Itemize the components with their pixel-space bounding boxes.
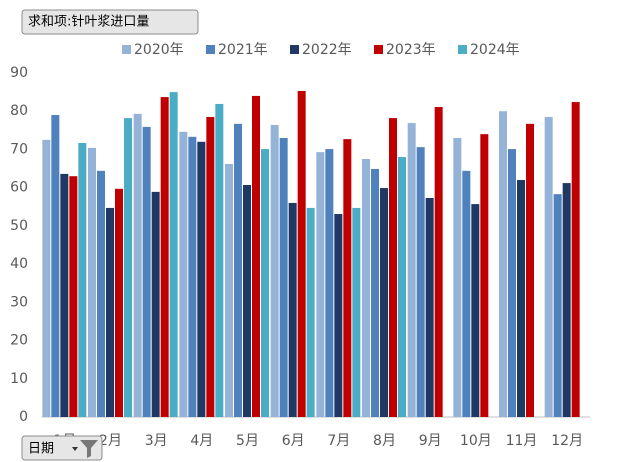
bar <box>316 152 325 417</box>
y-tick-label: 90 <box>10 65 28 81</box>
x-tick-label: 5月 <box>236 433 259 449</box>
bar <box>398 157 406 418</box>
legend-label: 2024年 <box>470 42 520 58</box>
y-tick-label: 20 <box>10 333 28 349</box>
bar <box>261 149 269 417</box>
y-tick-label: 0 <box>19 409 28 425</box>
filter-icon <box>80 440 98 458</box>
y-tick-label: 60 <box>10 180 28 196</box>
bar <box>179 131 188 417</box>
bar <box>60 173 69 417</box>
bar <box>124 118 132 417</box>
value-field-label: 求和项:针叶浆进口量 <box>28 15 149 30</box>
bar <box>288 202 297 417</box>
bar <box>416 147 425 417</box>
bar <box>544 116 553 417</box>
bar <box>234 123 242 417</box>
bar <box>106 207 114 417</box>
bar <box>78 142 87 418</box>
bar <box>553 194 562 417</box>
bar <box>562 183 571 417</box>
x-tick-label: 3月 <box>145 433 168 449</box>
bar <box>69 176 78 417</box>
bar <box>380 188 388 417</box>
y-tick-label: 50 <box>10 218 28 234</box>
x-tick-label: 12月 <box>551 433 583 449</box>
bar <box>471 204 480 417</box>
bar <box>88 147 96 417</box>
legend-label: 2021年 <box>218 42 268 58</box>
x-tick-label: 10月 <box>460 433 492 449</box>
legend-label: 2020年 <box>134 42 184 58</box>
bar <box>142 126 151 417</box>
x-tick-label: 8月 <box>373 433 396 449</box>
y-tick-label: 10 <box>10 371 28 387</box>
bar <box>42 139 51 417</box>
bar <box>206 116 215 417</box>
bar <box>334 214 343 417</box>
x-tick-label: 9月 <box>419 433 442 449</box>
x-tick-label: 2月 <box>99 433 122 449</box>
bar <box>225 163 233 417</box>
bar <box>571 102 580 417</box>
value-field-button[interactable] <box>21 9 199 35</box>
y-tick-label: 80 <box>10 103 28 119</box>
dropdown-arrow <box>72 447 78 451</box>
bar <box>480 134 489 417</box>
bar <box>325 149 334 417</box>
bar <box>517 180 525 417</box>
bar <box>453 137 462 417</box>
bar <box>279 137 288 417</box>
bar <box>215 103 224 418</box>
bar <box>508 149 516 417</box>
bar <box>407 123 416 418</box>
legend-swatch <box>206 45 215 54</box>
bar <box>133 113 142 418</box>
bar <box>425 197 434 417</box>
bar <box>243 184 251 417</box>
bar <box>297 90 306 417</box>
bar <box>115 188 123 417</box>
bar <box>160 97 169 417</box>
x-tick-label: 11月 <box>506 433 538 449</box>
axis-field-label: 日期 <box>28 442 54 457</box>
bar <box>499 111 507 417</box>
bar <box>270 124 279 417</box>
bar <box>169 92 178 417</box>
x-tick-label: 4月 <box>190 433 213 449</box>
bar <box>526 123 534 417</box>
bar <box>306 207 315 417</box>
legend-swatch <box>374 45 383 54</box>
bar <box>462 170 471 417</box>
legend-label: 2023年 <box>386 42 436 58</box>
bar <box>352 207 361 417</box>
x-tick-label: 7月 <box>327 433 350 449</box>
bar <box>252 95 260 417</box>
y-tick-label: 30 <box>10 294 28 310</box>
y-tick-label: 70 <box>10 141 28 157</box>
bar <box>371 168 379 417</box>
bar <box>51 115 60 418</box>
y-tick-label: 40 <box>10 256 28 272</box>
bar <box>97 170 105 417</box>
bar <box>362 159 370 417</box>
bar <box>197 141 206 418</box>
x-tick-label: 6月 <box>282 433 305 449</box>
legend-label: 2022年 <box>302 42 352 58</box>
bar <box>389 118 397 417</box>
legend-swatch <box>458 45 467 54</box>
legend-swatch <box>122 45 131 54</box>
bar <box>343 139 352 417</box>
bar <box>434 107 443 418</box>
bar <box>151 191 160 417</box>
legend-swatch <box>290 45 299 54</box>
bar <box>188 136 197 417</box>
